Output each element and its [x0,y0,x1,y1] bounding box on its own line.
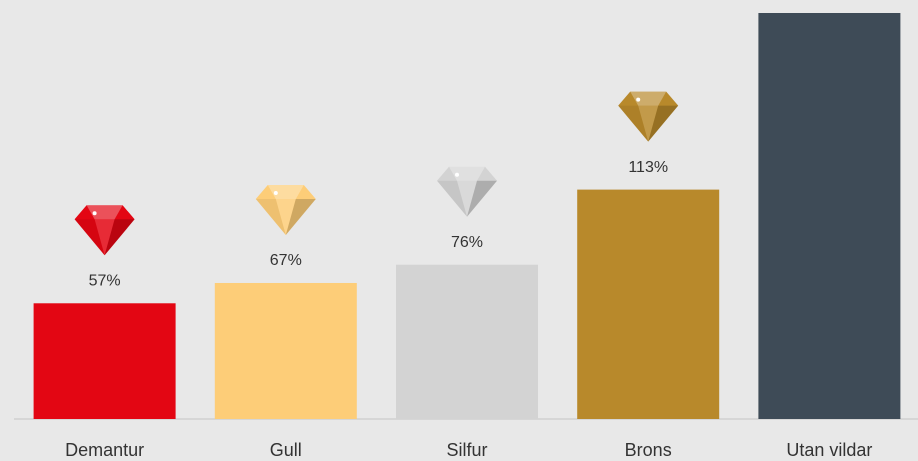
gem-facet [285,198,316,235]
bar [758,13,901,419]
gem-facet [437,180,467,217]
x-tick-label: Demantur [65,440,144,460]
gem-facet [255,198,286,235]
bar [214,282,357,419]
gem-facet [618,105,649,142]
gem-body [74,205,135,256]
gem-sparkle [273,190,278,195]
gem-facet [275,198,296,235]
x-tick-label: Silfur [446,440,487,460]
gem-body [618,91,679,142]
gem-facet [267,184,304,199]
gem-facet [638,105,659,142]
gem-facet [648,105,679,142]
bar [33,303,176,419]
gem-facet [94,219,115,256]
gem-facet [86,205,123,220]
value-label: 76% [451,234,483,251]
gem-icon [618,91,679,142]
gem-facet [449,166,485,181]
gem-icon [74,205,135,256]
gem-facet [104,219,135,256]
gem-facet [74,219,105,256]
x-tick-label: Gull [270,440,302,460]
gem-facet [467,180,497,217]
gem-facet [630,91,667,106]
x-tick-label: Brons [625,440,672,460]
gem-icon [255,184,316,235]
gem-sparkle [636,97,641,102]
gem-sparkle [455,172,459,177]
bar [396,264,538,419]
bar [577,189,720,419]
gem-body [437,166,497,217]
gem-icon [437,166,497,217]
value-label: 57% [89,273,121,290]
gem-body [255,184,316,235]
gem-sparkle [92,211,97,216]
value-label: 113% [628,159,668,176]
x-tick-label: Utan vildar [786,440,872,460]
gem-facet [457,180,477,217]
value-label: 67% [270,252,302,269]
